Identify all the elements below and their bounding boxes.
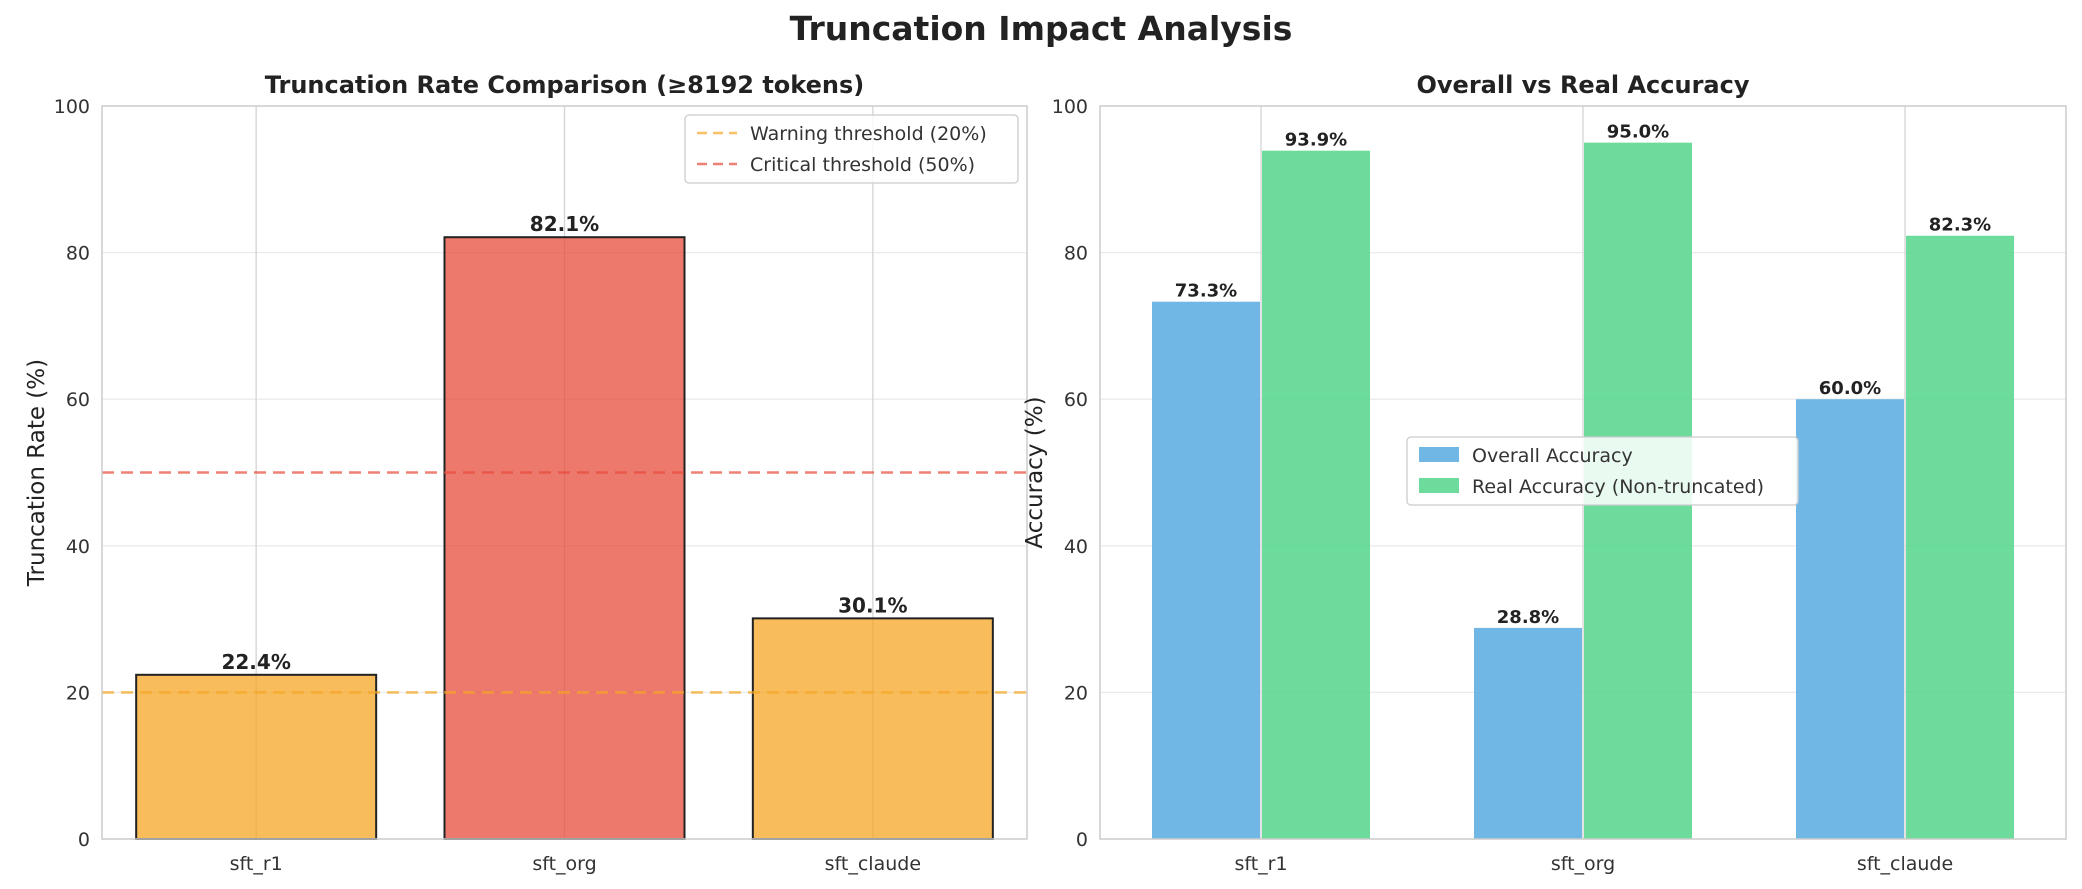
y-tick-label: 20 [1064,682,1088,704]
legend-label: Critical threshold (50%) [750,154,975,176]
bar-value-label: 28.8% [1497,607,1559,628]
legend-label: Overall Accuracy [1472,445,1633,467]
legend-label: Warning threshold (20%) [750,123,987,145]
overall-accuracy-bar [1474,627,1582,839]
truncation-bar [751,617,994,840]
y-tick-label: 40 [1064,536,1088,558]
x-tick-label: sft_claude [1857,853,1953,875]
y-tick-label: 40 [66,536,90,558]
x-tick-label: sft_org [532,853,596,875]
legend: Warning threshold (20%) Critical threshol… [684,114,1019,184]
y-tick-label: 80 [1064,243,1088,265]
overall-accuracy-bar [1152,301,1260,839]
real-accuracy-bar [1906,235,2014,840]
x-tick-label: sft_org [1551,853,1615,875]
y-tick-label: 20 [66,682,90,704]
legend-swatch [1419,478,1459,493]
truncation-bar [135,673,378,840]
y-tick-label: 80 [66,243,90,265]
y-tick-label: 100 [54,96,90,118]
figure-suptitle: Truncation Impact Analysis [790,9,1293,48]
bar-value-label: 93.9% [1285,130,1347,151]
y-tick-label: 60 [1064,389,1088,411]
legend: Overall Accuracy Real Accuracy (Non-trunc… [1406,436,1799,506]
axes-frame [101,105,1028,840]
bar-value-label: 60.0% [1819,378,1881,399]
x-tick-label: sft_claude [825,853,921,875]
bar-value-label: 30.1% [838,593,907,617]
y-axis-label: Accuracy (%) [1022,396,1048,548]
accuracy-chart: 73.3% 28.8% 60.0% 93.9% 95.0% 82.3% 0 20 40 60 80 1… [1022,71,2067,875]
real-accuracy-bar [1262,150,1370,839]
bar-value-label: 73.3% [1175,281,1237,302]
truncation-bar [443,236,686,841]
x-tick-label: sft_r1 [230,853,283,875]
y-tick-label: 0 [78,829,90,851]
bar-value-label: 95.0% [1607,122,1669,143]
bar-value-label: 82.3% [1929,215,1991,236]
legend-swatch [1419,447,1459,462]
y-tick-label: 60 [66,389,90,411]
chart-title: Truncation Rate Comparison (≥8192 tokens… [265,71,864,99]
x-tick-label: sft_r1 [1234,853,1287,875]
chart-title: Overall vs Real Accuracy [1417,71,1750,99]
legend-label: Real Accuracy (Non-truncated) [1472,476,1764,498]
bar-value-label: 82.1% [530,212,599,236]
axes-frame [1099,105,2067,840]
truncation-rate-chart: 22.4% 82.1% 30.1% 0 20 40 60 80 100 sft_r1 sft_org… [24,71,1028,875]
overall-accuracy-bar [1796,399,1904,839]
y-tick-label: 0 [1076,829,1088,851]
y-tick-label: 100 [1052,96,1088,118]
legend-box [684,114,1019,184]
bar-value-label: 22.4% [221,650,290,674]
y-axis-label: Truncation Rate (%) [24,359,50,587]
legend-box [1406,436,1799,506]
